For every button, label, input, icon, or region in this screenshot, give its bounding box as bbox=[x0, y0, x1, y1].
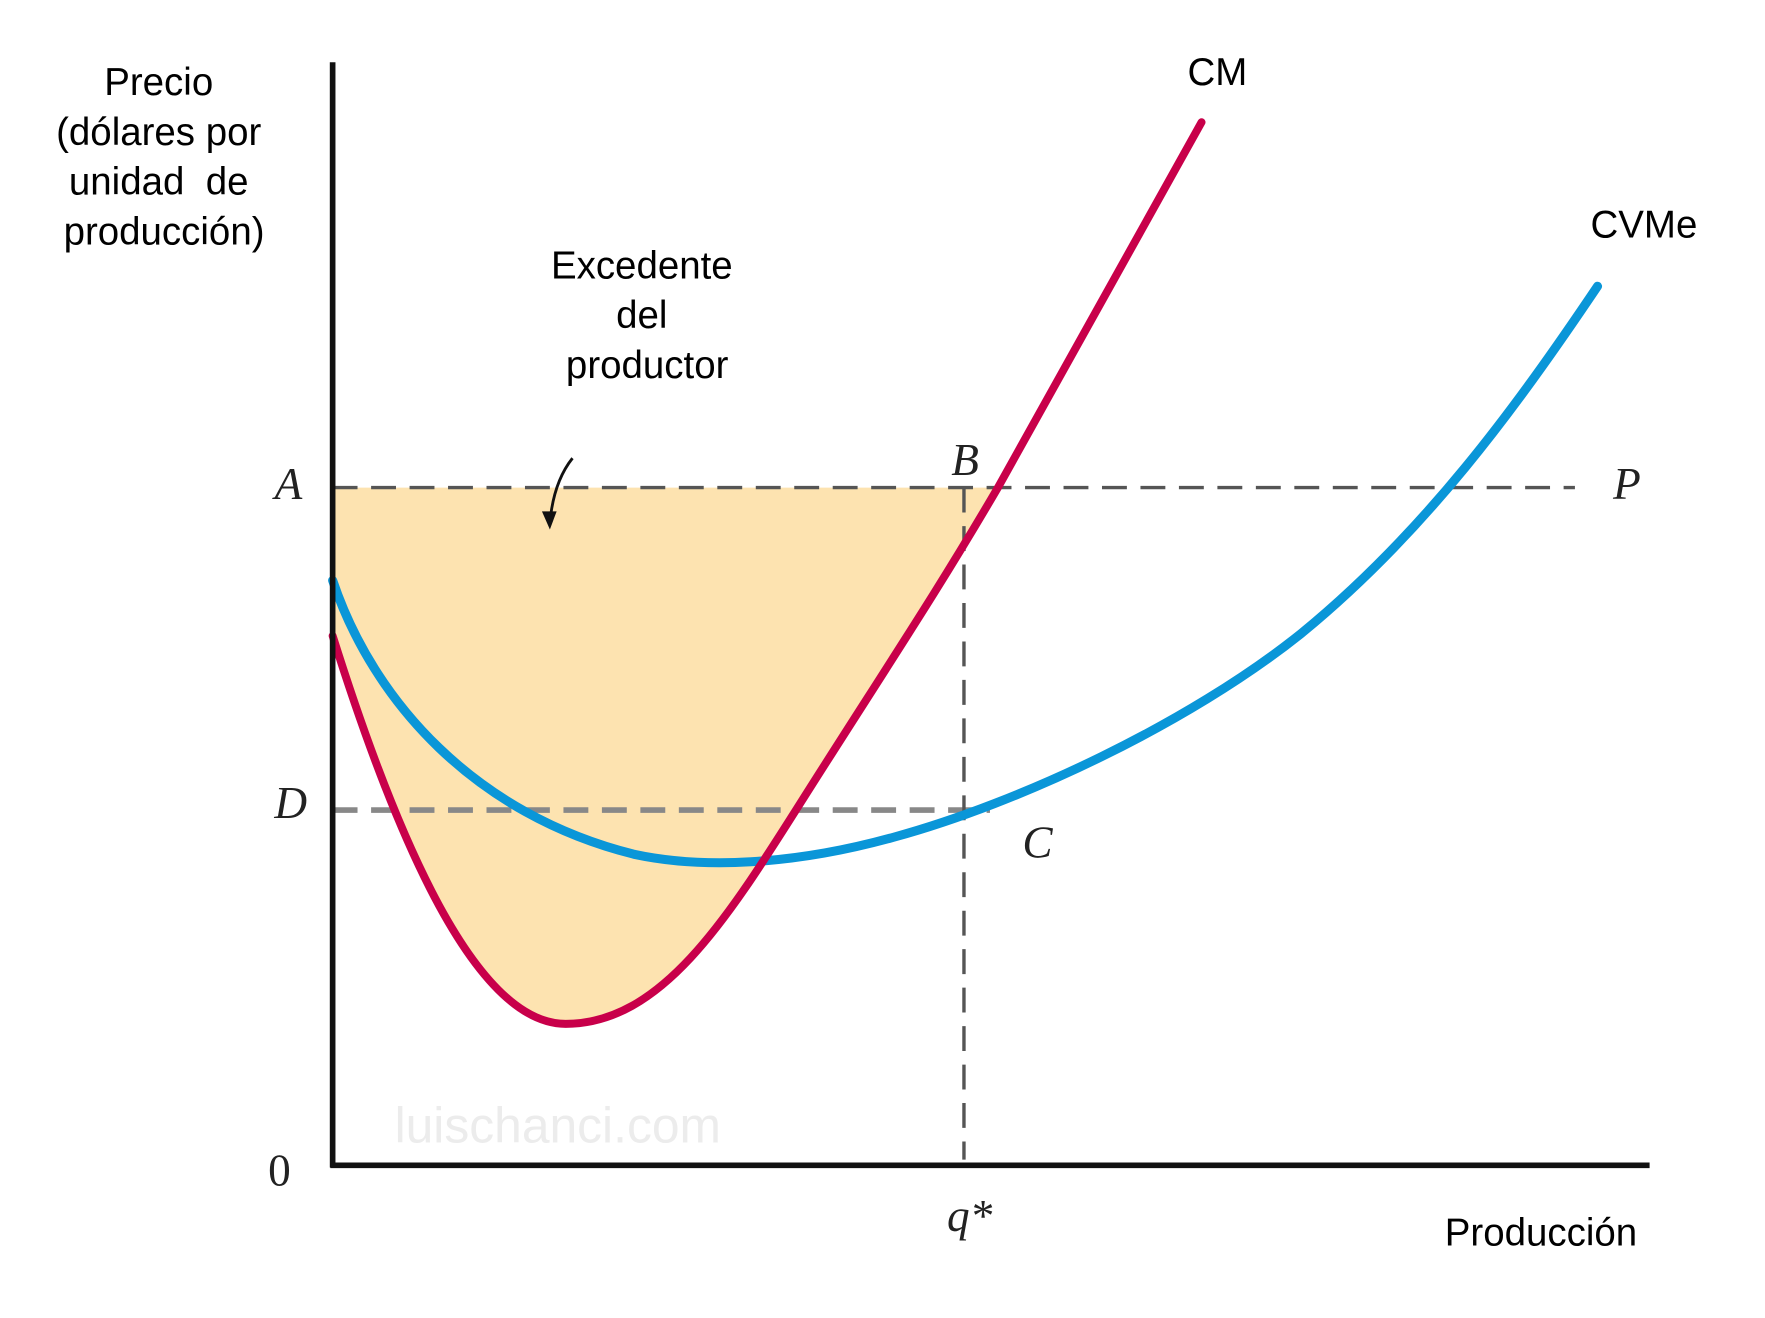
avc-curve bbox=[328, 281, 1603, 868]
point-P-label: P bbox=[1612, 459, 1641, 509]
y-axis-label-line: Precio bbox=[104, 61, 213, 104]
y-axis-label-line: producción) bbox=[64, 210, 265, 253]
point-D-label: D bbox=[273, 778, 307, 828]
point-C-label: C bbox=[1022, 818, 1053, 868]
mc-curve bbox=[328, 118, 1206, 1028]
surplus-annotation: Excedente del productor bbox=[551, 244, 743, 387]
origin-label: 0 bbox=[268, 1146, 291, 1196]
avc-label: CVMe bbox=[1591, 204, 1698, 247]
y-axis-label: Precio (dólares por unidad de producción… bbox=[56, 61, 272, 253]
point-B-label: B bbox=[951, 435, 979, 485]
y-axis-label-line: (dólares por bbox=[56, 111, 261, 154]
producer-surplus-area bbox=[332, 487, 998, 1024]
q-star-label: q* bbox=[947, 1191, 993, 1241]
arrowhead-icon bbox=[541, 511, 557, 530]
x-axis-label: Producción bbox=[1445, 1212, 1637, 1255]
point-A-label: A bbox=[272, 459, 303, 509]
mc-label: CM bbox=[1187, 51, 1247, 94]
annotation-line: Excedente bbox=[551, 244, 733, 287]
annotation-line: productor bbox=[566, 344, 729, 387]
watermark: luischanci.com bbox=[395, 1098, 721, 1154]
y-axis-label-line: unidad de bbox=[69, 161, 249, 204]
annotation-line: del bbox=[616, 294, 667, 337]
